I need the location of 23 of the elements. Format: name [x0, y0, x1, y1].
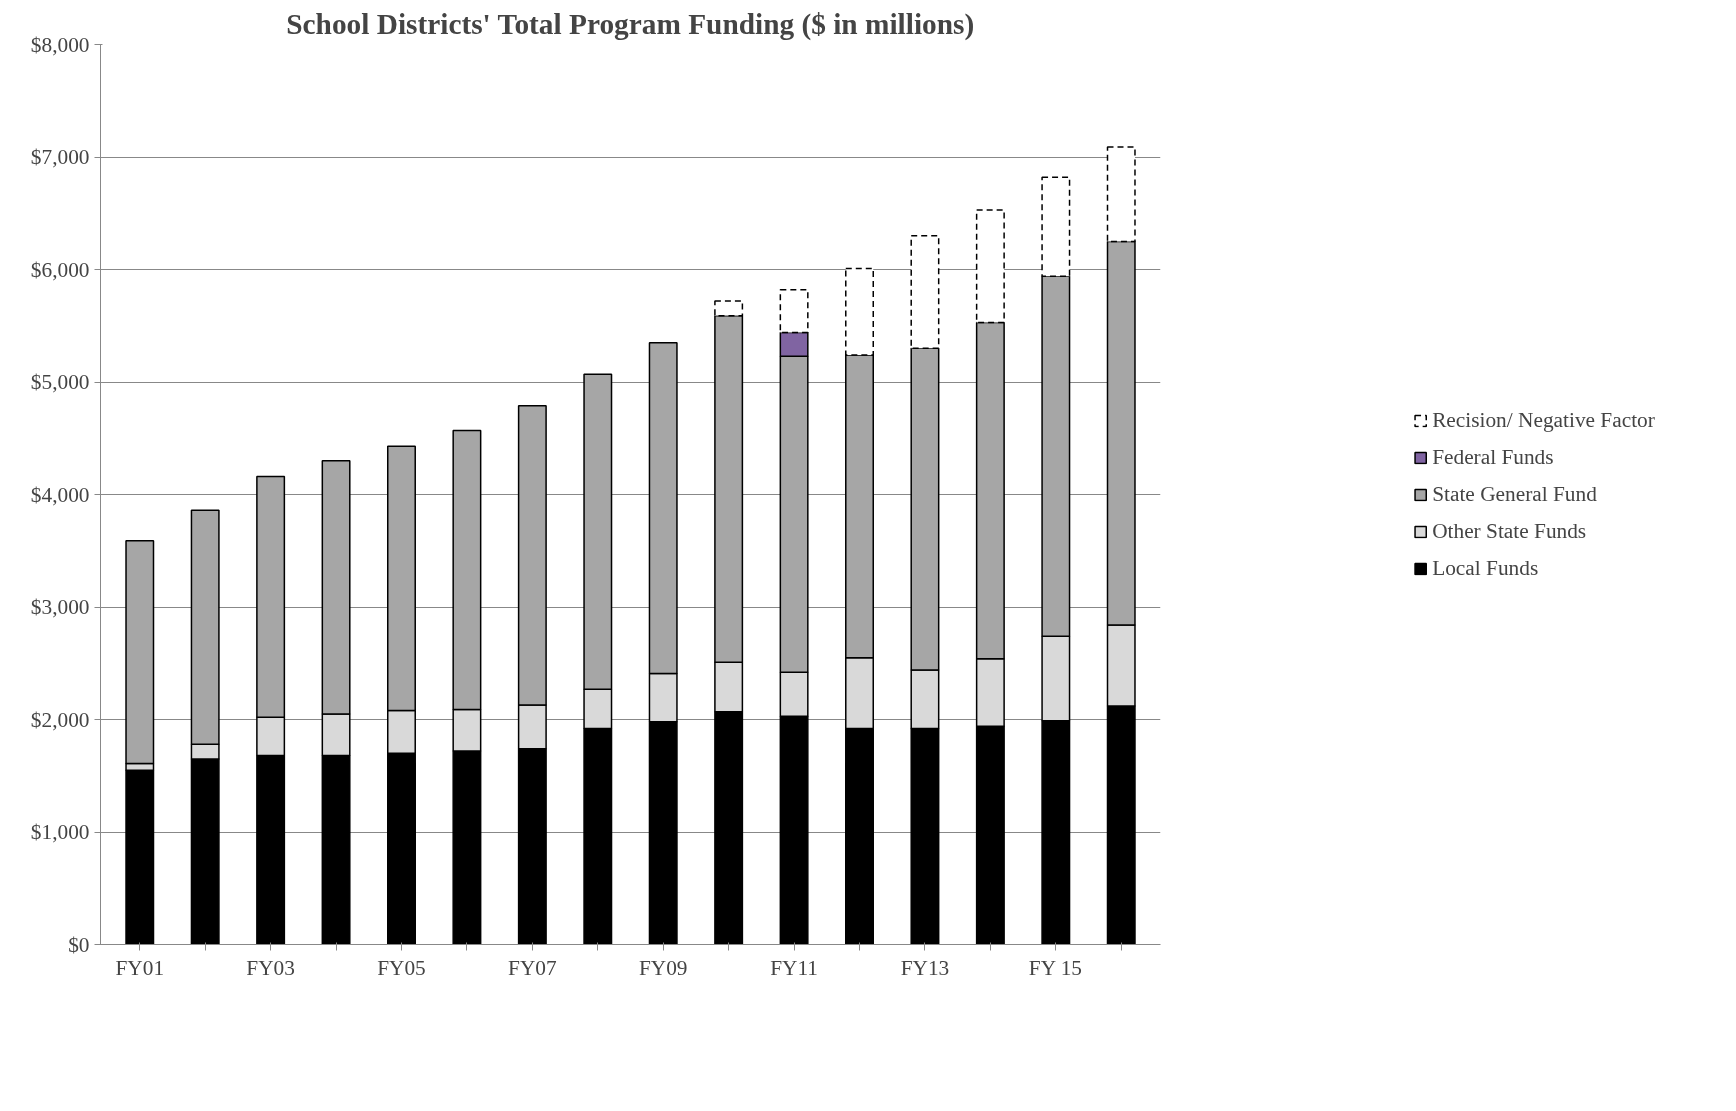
- x-tick-label: FY13: [900, 955, 950, 980]
- y-tick-label: $6,000: [30, 257, 90, 282]
- legend-label: State General Fund: [1432, 481, 1597, 507]
- x-tick-label: FY03: [246, 955, 295, 980]
- legend-label: Local Funds: [1432, 555, 1539, 581]
- y-tick-label: $1,000: [30, 820, 90, 844]
- y-tick-label: $4,000: [30, 482, 90, 507]
- x-tick-label: FY 15: [1028, 955, 1082, 980]
- y-tick-label: $8,000: [30, 32, 90, 57]
- x-tick-label: FY05: [377, 955, 426, 980]
- y-tick-label: $0: [68, 932, 90, 957]
- chart-title: School Districts' Total Program Funding ($ in millions): [286, 7, 975, 41]
- x-tick-label: FY01: [115, 955, 165, 980]
- legend-label: Other State Funds: [1432, 518, 1587, 544]
- x-tick-label: FY09: [638, 955, 688, 980]
- y-tick-label: $5,000: [30, 370, 90, 394]
- y-tick-label: $2,000: [30, 707, 90, 732]
- legend-label: Recision/ Negative Factor: [1432, 407, 1655, 433]
- y-tick-label: $3,000: [30, 595, 90, 619]
- x-tick-label: FY11: [770, 955, 818, 980]
- y-tick-label: $7,000: [30, 145, 90, 169]
- x-tick-label: FY07: [508, 955, 557, 980]
- legend-label: Federal Funds: [1432, 444, 1554, 470]
